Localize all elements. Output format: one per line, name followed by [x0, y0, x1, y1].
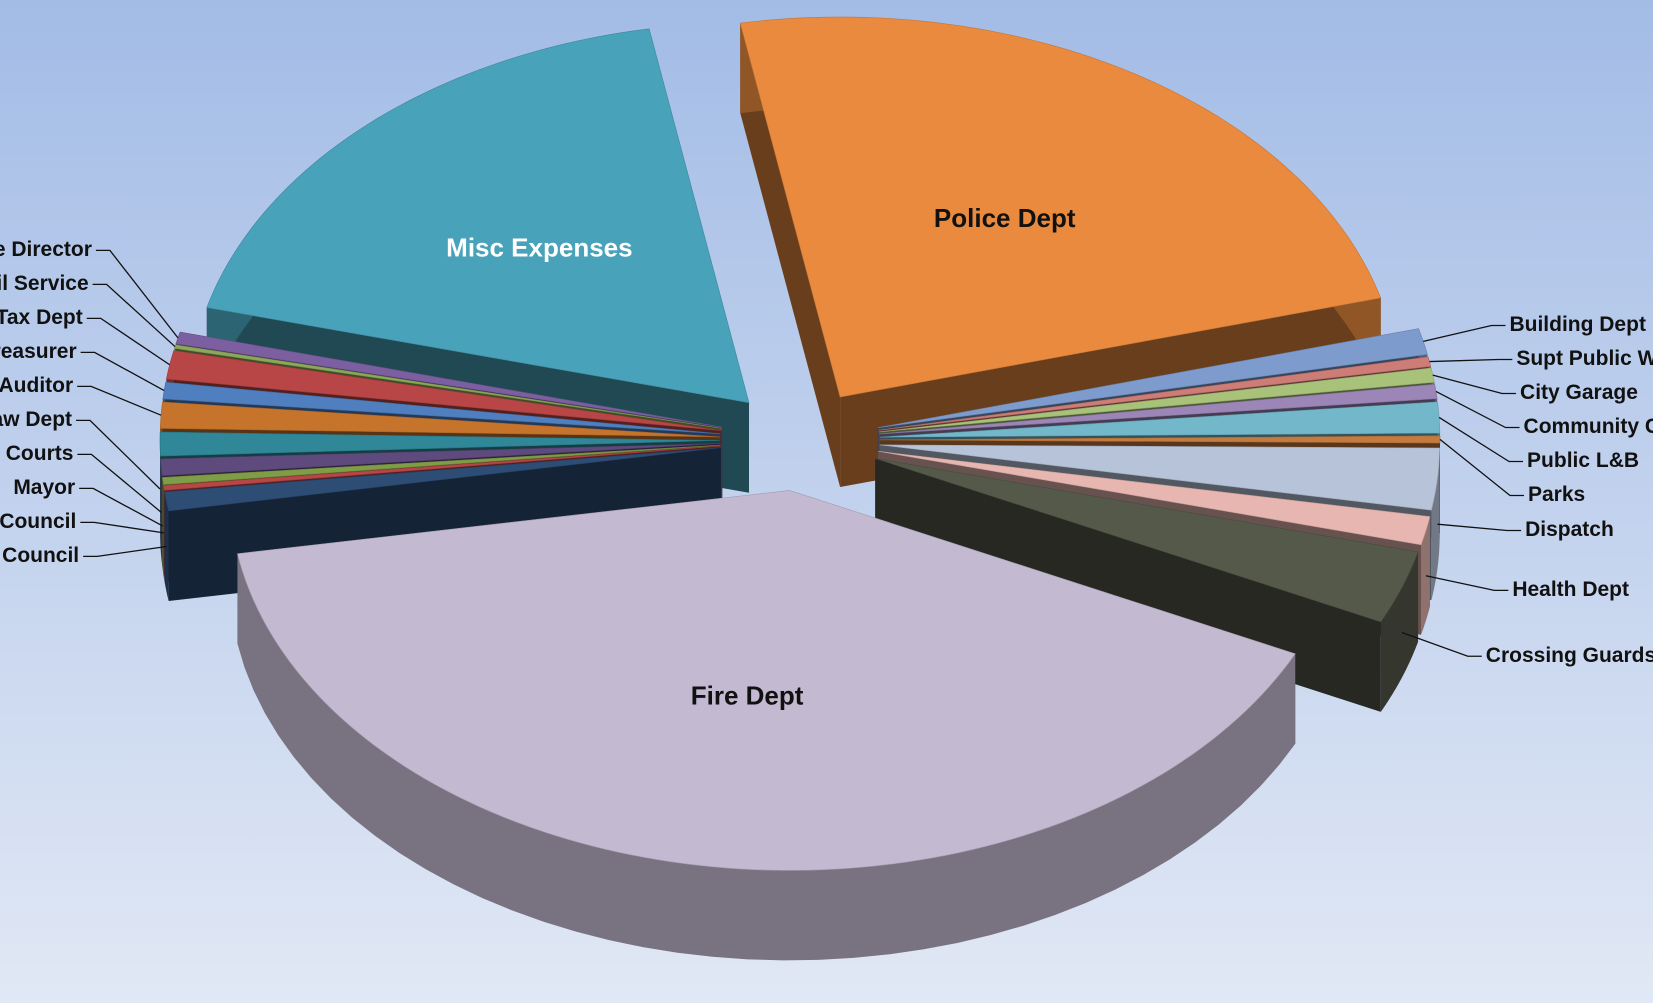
label-community-center: Community Center: [1524, 415, 1653, 438]
label-crossing-guards: Crossing Guards: [1486, 644, 1653, 667]
label-dispatch: Dispatch: [1525, 518, 1614, 541]
label-parks: Parks: [1528, 483, 1585, 506]
label-supt-public-works: Supt Public Works: [1516, 347, 1653, 370]
label-clerk-of-council: Clerk of Council: [0, 510, 76, 533]
label-mayor: Mayor: [13, 476, 75, 499]
label-civil-service: Civil Service: [0, 272, 89, 295]
label-city-garage: City Garage: [1520, 381, 1638, 404]
label-treasurer: Treasurer: [0, 340, 77, 363]
label-public-landb: Public L&B: [1527, 449, 1639, 472]
label-safety-service-director: Safety/Service Director: [0, 238, 92, 261]
label-health-dept: Health Dept: [1512, 578, 1629, 601]
label-tax-dept: Tax Dept: [0, 306, 83, 329]
label-city-council: City Council: [0, 544, 79, 567]
label-fire-dept: Fire Dept: [691, 680, 804, 710]
label-police-dept: Police Dept: [934, 203, 1076, 233]
label-law-dept: Law Dept: [0, 408, 72, 431]
label-misc-expenses: Misc Expenses: [446, 232, 632, 262]
label-building-dept: Building Dept: [1509, 313, 1645, 336]
label-auditor: Auditor: [0, 374, 73, 397]
label-clerk-of-courts: Clerk of Courts: [0, 442, 73, 465]
